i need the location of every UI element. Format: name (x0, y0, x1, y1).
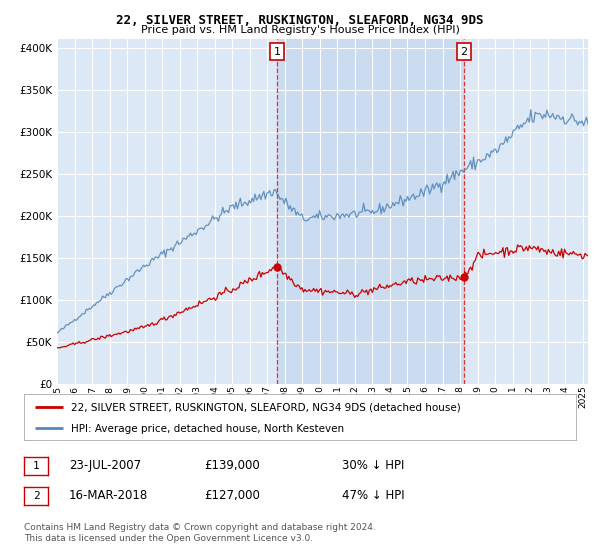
Text: 16-MAR-2018: 16-MAR-2018 (69, 489, 148, 502)
Bar (277, 39, 464, 384)
Text: 30% ↓ HPI: 30% ↓ HPI (342, 459, 404, 473)
Text: 23-JUL-2007: 23-JUL-2007 (69, 459, 141, 473)
Text: 22, SILVER STREET, RUSKINGTON, SLEAFORD, NG34 9DS (detached house): 22, SILVER STREET, RUSKINGTON, SLEAFORD,… (71, 403, 461, 413)
Text: 1: 1 (32, 461, 40, 471)
Text: Contains HM Land Registry data © Crown copyright and database right 2024.
This d: Contains HM Land Registry data © Crown c… (24, 524, 376, 543)
Text: 22, SILVER STREET, RUSKINGTON, SLEAFORD, NG34 9DS: 22, SILVER STREET, RUSKINGTON, SLEAFORD,… (116, 14, 484, 27)
Text: £127,000: £127,000 (204, 489, 260, 502)
Text: 1: 1 (274, 47, 280, 57)
Text: Price paid vs. HM Land Registry's House Price Index (HPI): Price paid vs. HM Land Registry's House … (140, 25, 460, 35)
Text: 47% ↓ HPI: 47% ↓ HPI (342, 489, 404, 502)
Text: HPI: Average price, detached house, North Kesteven: HPI: Average price, detached house, Nort… (71, 424, 344, 434)
Text: £139,000: £139,000 (204, 459, 260, 473)
Text: 2: 2 (32, 491, 40, 501)
Text: 2: 2 (460, 47, 467, 57)
